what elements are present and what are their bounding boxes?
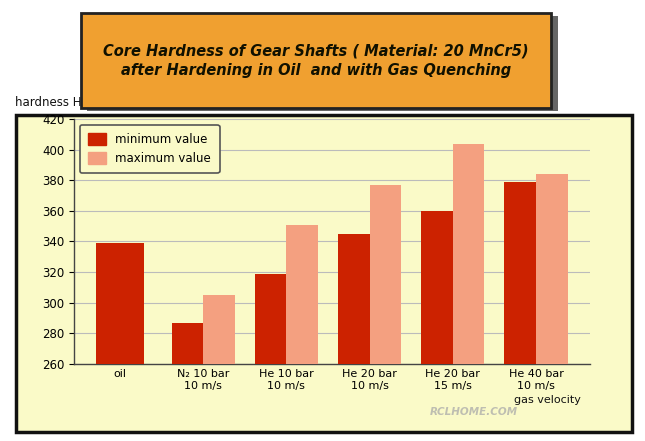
Bar [536,174,568,441]
Bar [504,182,536,441]
Bar [453,143,484,441]
Bar [338,234,370,441]
Text: hardness HV 1: hardness HV 1 [15,96,101,109]
Bar [286,224,318,441]
Text: RCLHOME.COM: RCLHOME.COM [430,407,518,417]
Bar [203,295,235,441]
Bar [255,273,286,441]
Bar [370,185,401,441]
Bar [421,211,453,441]
Legend: minimum value, maximum value: minimum value, maximum value [80,125,219,173]
Text: gas velocity: gas velocity [513,395,580,405]
Text: Core Hardness of Gear Shafts ( Material: 20 MnCr5)
after Hardening in Oil  and w: Core Hardness of Gear Shafts ( Material:… [103,44,529,78]
Bar [96,243,144,441]
Bar [172,322,203,441]
